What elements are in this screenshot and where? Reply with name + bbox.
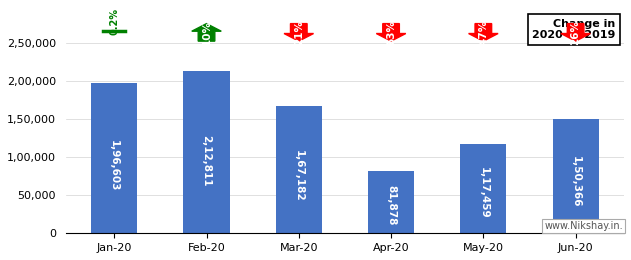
- FancyArrow shape: [192, 24, 221, 41]
- Bar: [276, 106, 322, 233]
- Bar: [91, 83, 138, 233]
- Text: www.Nikshay.in.: www.Nikshay.in.: [545, 221, 623, 231]
- FancyArrow shape: [284, 24, 314, 41]
- Text: 26%: 26%: [570, 20, 581, 45]
- Text: 1,67,182: 1,67,182: [294, 150, 304, 202]
- Bar: [184, 71, 230, 233]
- Text: Change in
2020 vs 2019: Change in 2020 vs 2019: [533, 19, 616, 40]
- Text: 1,50,366: 1,50,366: [570, 156, 581, 207]
- Bar: [553, 119, 599, 233]
- Text: 1,96,603: 1,96,603: [109, 140, 119, 192]
- Text: 0.2%: 0.2%: [109, 8, 119, 35]
- Text: 47%: 47%: [478, 20, 488, 46]
- Text: 63%: 63%: [386, 20, 396, 45]
- Text: 21%: 21%: [294, 20, 304, 45]
- Text: 81,878: 81,878: [386, 185, 396, 225]
- Text: 1,17,459: 1,17,459: [478, 167, 488, 219]
- FancyArrow shape: [376, 24, 406, 41]
- Bar: [368, 171, 414, 233]
- FancyArrow shape: [561, 24, 591, 41]
- Bar: [460, 144, 507, 233]
- FancyArrow shape: [469, 24, 498, 41]
- Text: 10%: 10%: [201, 20, 211, 45]
- Text: 2,12,811: 2,12,811: [201, 134, 211, 186]
